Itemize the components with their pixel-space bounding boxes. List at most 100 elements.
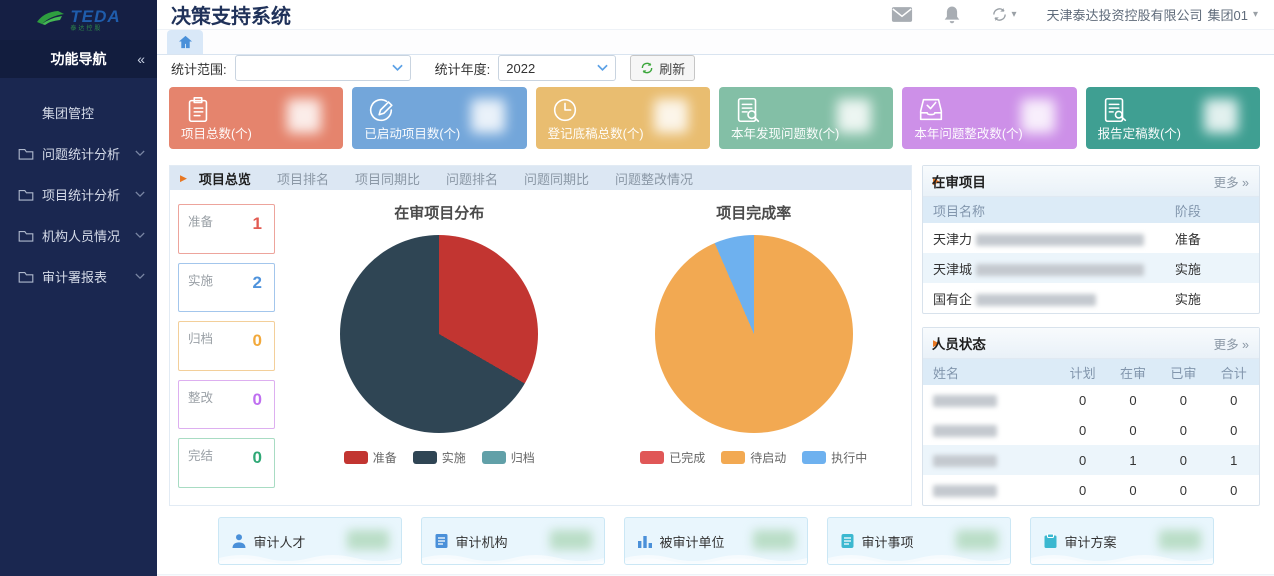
bottom-card[interactable]: 审计机构 [420, 517, 605, 565]
sidebar-collapse-icon[interactable]: « [137, 51, 145, 67]
projects-more-link[interactable]: 更多 » [1213, 175, 1249, 190]
stage-cell: 准备 [1174, 231, 1201, 247]
sidebar-item[interactable]: 机构人员情况 [0, 215, 157, 256]
company-menu[interactable]: 天津泰达投资控股有限公司 集团01 ▾ [1046, 5, 1258, 24]
redacted-value [955, 530, 998, 550]
col-num: 合计 [1208, 359, 1259, 385]
year-select[interactable]: 2022 [498, 55, 617, 81]
table-row[interactable]: 天津城 实施 [923, 253, 1259, 283]
refresh-menu[interactable]: ▾ [991, 6, 1016, 23]
bottom-cards-row: 审计人才 审计机构 被审计单位 审计事项 审计方案 [157, 517, 1274, 565]
legend-swatch [802, 451, 827, 464]
personnel-table-header: 姓名 计划 在审 已审 合计 [923, 359, 1259, 385]
stat-card[interactable]: 本年发现问题数(个) [718, 87, 894, 149]
sidebar-item-label: 机构人员情况 [42, 229, 121, 244]
sidebar-item[interactable]: 问题统计分析 [0, 133, 157, 174]
bottom-card[interactable]: 被审计单位 [623, 517, 808, 565]
table-row[interactable]: 国有企 实施 [923, 283, 1259, 313]
redacted-value [1203, 99, 1238, 133]
status-boxes: 准备 1 实施 2 归档 0 整改 0 完结 0 [170, 190, 282, 488]
stat-card[interactable]: 本年问题整改数(个) [902, 87, 1077, 149]
home-tab[interactable] [167, 30, 203, 54]
status-box: 归档 0 [178, 321, 275, 371]
legend-item[interactable]: 执行中 [802, 449, 867, 466]
bottom-card-label: 被审计单位 [659, 534, 725, 550]
bottom-card[interactable]: 审计人才 [217, 517, 402, 565]
legend-swatch [640, 451, 665, 464]
legend-item[interactable]: 已完成 [640, 449, 705, 466]
sidebar-item[interactable]: 项目统计分析 [0, 174, 157, 215]
tab-item[interactable]: 问题同期比 [523, 171, 589, 187]
personnel-more-link[interactable]: 更多 » [1213, 337, 1249, 352]
tab-item[interactable]: 问题排名 [445, 171, 498, 187]
redacted-value [837, 99, 872, 133]
status-box-value: 0 [252, 448, 262, 468]
status-box-value: 0 [252, 389, 262, 409]
table-row[interactable]: 0 0 0 0 [923, 415, 1259, 445]
projects-panel: ▶ 在审项目 更多 » 项目名称 阶段 天津力 准备 天津城 实施 国有企 实施 [922, 165, 1260, 314]
chevron-down-icon [597, 64, 608, 72]
status-box: 整改 0 [178, 379, 275, 430]
home-icon [178, 35, 192, 49]
status-box: 准备 1 [178, 204, 275, 254]
refresh-button[interactable]: 刷新 [630, 55, 696, 81]
sidebar-item[interactable]: 审计署报表 [0, 256, 157, 297]
wave-decoration [421, 555, 604, 564]
stat-card[interactable]: 报告定稿数(个) [1085, 87, 1260, 149]
count-cell: 0 [1129, 482, 1137, 498]
stat-card[interactable]: 项目总数(个) [169, 87, 344, 149]
folder-icon [18, 271, 34, 283]
wave-decoration [218, 555, 401, 564]
pie-chart-completion-rate: 项目完成率 已完成 待启动 执行中 [597, 190, 912, 488]
bottom-card[interactable]: 审计事项 [826, 517, 1011, 565]
projects-panel-title: 在审项目 [931, 175, 986, 190]
pie-graphic[interactable] [340, 235, 539, 433]
mail-icon[interactable] [891, 6, 913, 23]
person-name-cell [923, 445, 1058, 475]
redacted-text [975, 264, 1144, 277]
sidebar-items: 集团管控 问题统计分析 项目统计分析 机构人员情况 审计署报表 [0, 78, 157, 297]
redacted-text [933, 485, 997, 498]
tab-item[interactable]: 项目排名 [276, 171, 329, 187]
col-name: 姓名 [923, 359, 1058, 385]
redacted-text [975, 294, 1096, 307]
redacted-text [933, 455, 997, 468]
logo[interactable]: TEDA 泰达控股 [0, 0, 157, 40]
main-column: 决策支持系统 ▾ 天津泰达投资控股有限公司 集团01 ▾ [157, 0, 1274, 576]
refresh-icon [993, 8, 1007, 21]
table-row[interactable]: 0 0 0 0 [923, 385, 1259, 415]
count-cell: 0 [1179, 392, 1187, 408]
tab-item[interactable]: 问题整改情况 [615, 171, 694, 187]
chevron-down-icon [135, 232, 145, 239]
count-cell: 0 [1078, 392, 1087, 408]
bottom-card[interactable]: 审计方案 [1029, 517, 1214, 565]
bell-icon[interactable] [943, 5, 961, 24]
year-value: 2022 [506, 60, 536, 76]
count-cell: 0 [1230, 422, 1238, 438]
doc-config-icon [1100, 95, 1130, 130]
stat-card[interactable]: 登记底稿总数(个) [535, 87, 710, 149]
stat-card-label: 已启动项目数(个) [364, 127, 461, 141]
stat-card[interactable]: 已启动项目数(个) [352, 87, 527, 149]
chevron-down-icon [135, 191, 145, 198]
clipboard-list-icon [183, 95, 213, 130]
legend-item[interactable]: 准备 [343, 449, 397, 466]
redacted-value [287, 99, 322, 133]
table-row[interactable]: 0 0 0 0 [923, 475, 1259, 505]
scope-select[interactable] [234, 55, 411, 81]
legend-item[interactable]: 待启动 [721, 449, 786, 466]
legend-item[interactable]: 实施 [412, 449, 466, 466]
tab-item[interactable]: 项目同期比 [354, 171, 420, 187]
tab-active[interactable]: 项目总览 [198, 171, 251, 187]
pie-graphic[interactable] [654, 235, 853, 433]
sidebar-item[interactable]: 集团管控 [0, 92, 157, 133]
legend-item[interactable]: 归档 [481, 449, 535, 466]
page-title: 决策支持系统 [171, 6, 291, 28]
stage-cell: 实施 [1164, 253, 1259, 283]
table-row[interactable]: 天津力 准备 [923, 223, 1259, 253]
folder-icon [18, 189, 34, 201]
redacted-value [653, 99, 688, 133]
redacted-value [1158, 530, 1201, 550]
